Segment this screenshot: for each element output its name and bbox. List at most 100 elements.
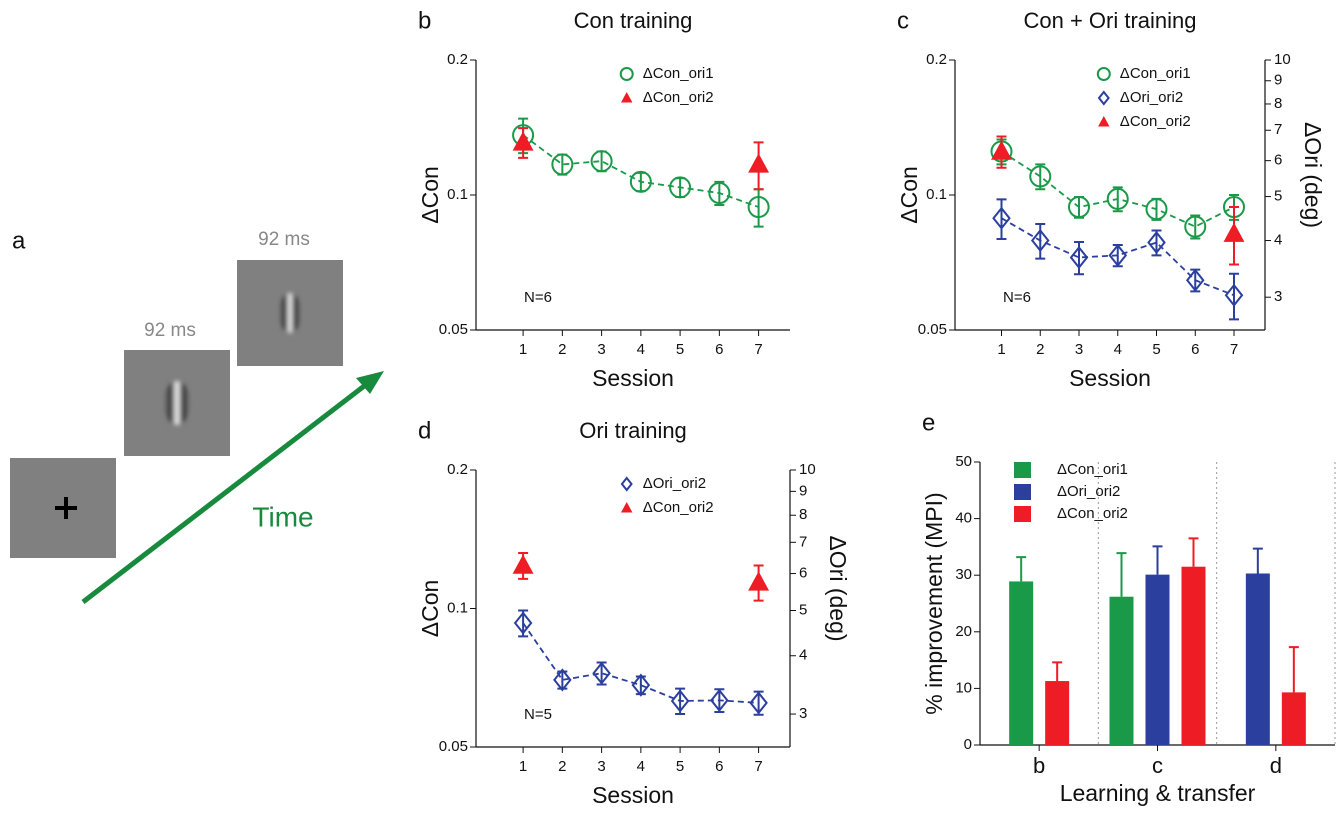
legend-label: ΔOri_ori2	[1120, 89, 1183, 106]
arrow-head	[356, 371, 384, 394]
y-tick-label: 40	[955, 510, 972, 527]
x-tick-label: 4	[1114, 341, 1122, 358]
marker	[1106, 187, 1129, 210]
panel-label: e	[922, 409, 935, 436]
bar	[1109, 596, 1134, 745]
error-bar	[1016, 556, 1027, 582]
y-tick-label: 0.1	[447, 186, 468, 203]
marker	[1223, 222, 1245, 242]
marker	[747, 196, 770, 219]
error-bar	[753, 188, 764, 228]
marker	[1147, 230, 1166, 255]
marker	[1068, 196, 1090, 219]
y-tick-label: 0.05	[439, 738, 468, 755]
bar	[1009, 581, 1034, 745]
legend-label: ΔOri_ori2	[1057, 483, 1120, 500]
error-bar	[1190, 214, 1201, 240]
y2-tick-label: 8	[799, 506, 807, 523]
x-tick-label: 7	[754, 758, 762, 775]
marker	[629, 170, 652, 193]
bar	[1281, 692, 1306, 745]
legend-marker	[619, 67, 634, 81]
y-axis-label: % improvement (MPI)	[921, 492, 947, 714]
marker	[708, 182, 731, 205]
x-axis-label: Session	[592, 782, 674, 808]
bar	[1145, 574, 1170, 745]
fixation-cross	[55, 497, 77, 519]
chart-title: Con + Ori training	[1023, 8, 1196, 33]
marker	[1224, 283, 1244, 307]
x-axis-label: Learning & transfer	[1060, 780, 1256, 806]
marker	[748, 571, 770, 591]
x-tick-label: 5	[1152, 341, 1160, 358]
x-tick-label: 3	[597, 758, 605, 775]
y-axis-label: ΔCon	[417, 166, 443, 224]
y2-tick-label: 8	[1274, 95, 1282, 112]
x-tick-label: 5	[676, 341, 684, 358]
marker	[631, 673, 651, 697]
legend-marker	[621, 92, 633, 103]
marker	[512, 554, 534, 574]
legend-label: ΔCon_ori2	[1120, 113, 1191, 130]
y2-tick-label: 7	[799, 533, 807, 550]
x-axis-label: Session	[1069, 365, 1151, 391]
x-tick-label: 4	[637, 758, 645, 775]
y2-axis-label: ΔOri (deg)	[825, 535, 851, 641]
legend-marker	[621, 502, 633, 513]
y-tick-label: 0.05	[439, 321, 468, 338]
y2-tick-label: 6	[799, 565, 807, 582]
error-bar	[1074, 195, 1084, 219]
time-arrow	[81, 378, 374, 604]
marker	[1185, 268, 1205, 292]
marker	[749, 691, 768, 715]
duration-label: 92 ms	[144, 320, 196, 341]
marker	[992, 206, 1011, 230]
y-tick-label: 0.2	[447, 461, 468, 478]
y2-tick-label: 5	[799, 601, 807, 618]
marker	[1145, 198, 1168, 221]
marker	[592, 661, 611, 685]
x-tick-label: 7	[1230, 341, 1238, 358]
panel-a: a 92 ms 92 ms Time	[10, 227, 384, 604]
marker	[513, 611, 533, 635]
y2-tick-label: 4	[799, 647, 807, 664]
x-tick-label: 3	[1075, 341, 1083, 358]
marker	[669, 176, 692, 199]
time-label: Time	[252, 501, 313, 532]
panel-label: c	[897, 7, 909, 34]
x-tick-label: 2	[1036, 341, 1044, 358]
y2-tick-label: 10	[1274, 51, 1291, 68]
y-tick-label: 0.1	[926, 186, 947, 203]
y-tick-label: 10	[955, 679, 972, 696]
legend-label: ΔCon_ori2	[643, 499, 714, 516]
legend-label: ΔCon_ori1	[643, 65, 714, 82]
error-bar	[1190, 268, 1201, 293]
x-tick-label: 6	[1191, 341, 1199, 358]
y-tick-label: 0.2	[447, 51, 468, 68]
y-tick-label: 0.2	[926, 51, 947, 68]
y2-axis-label: ΔOri (deg)	[1300, 122, 1326, 228]
error-bar	[635, 171, 646, 193]
y2-tick-label: 6	[1274, 152, 1282, 169]
gabor	[164, 381, 190, 425]
x-tick-label: 7	[754, 341, 762, 358]
bar	[1045, 681, 1070, 745]
error-bar	[714, 180, 725, 206]
y2-tick-label: 3	[799, 705, 807, 722]
marker	[670, 689, 690, 713]
panel-label: b	[418, 7, 431, 34]
gabor	[279, 293, 301, 333]
x-tick-label: 2	[558, 758, 566, 775]
marker	[590, 150, 613, 173]
y2-tick-label: 5	[1274, 188, 1282, 205]
error-bar	[1188, 537, 1199, 567]
marker	[991, 140, 1012, 160]
chart-title: Con training	[574, 8, 693, 33]
legend-marker	[1096, 67, 1111, 81]
error-bar	[1152, 545, 1163, 575]
annotation: N=6	[1003, 289, 1031, 306]
legend-label: ΔCon_ori1	[1057, 461, 1128, 478]
marker	[551, 153, 574, 176]
error-bar	[1252, 547, 1263, 574]
